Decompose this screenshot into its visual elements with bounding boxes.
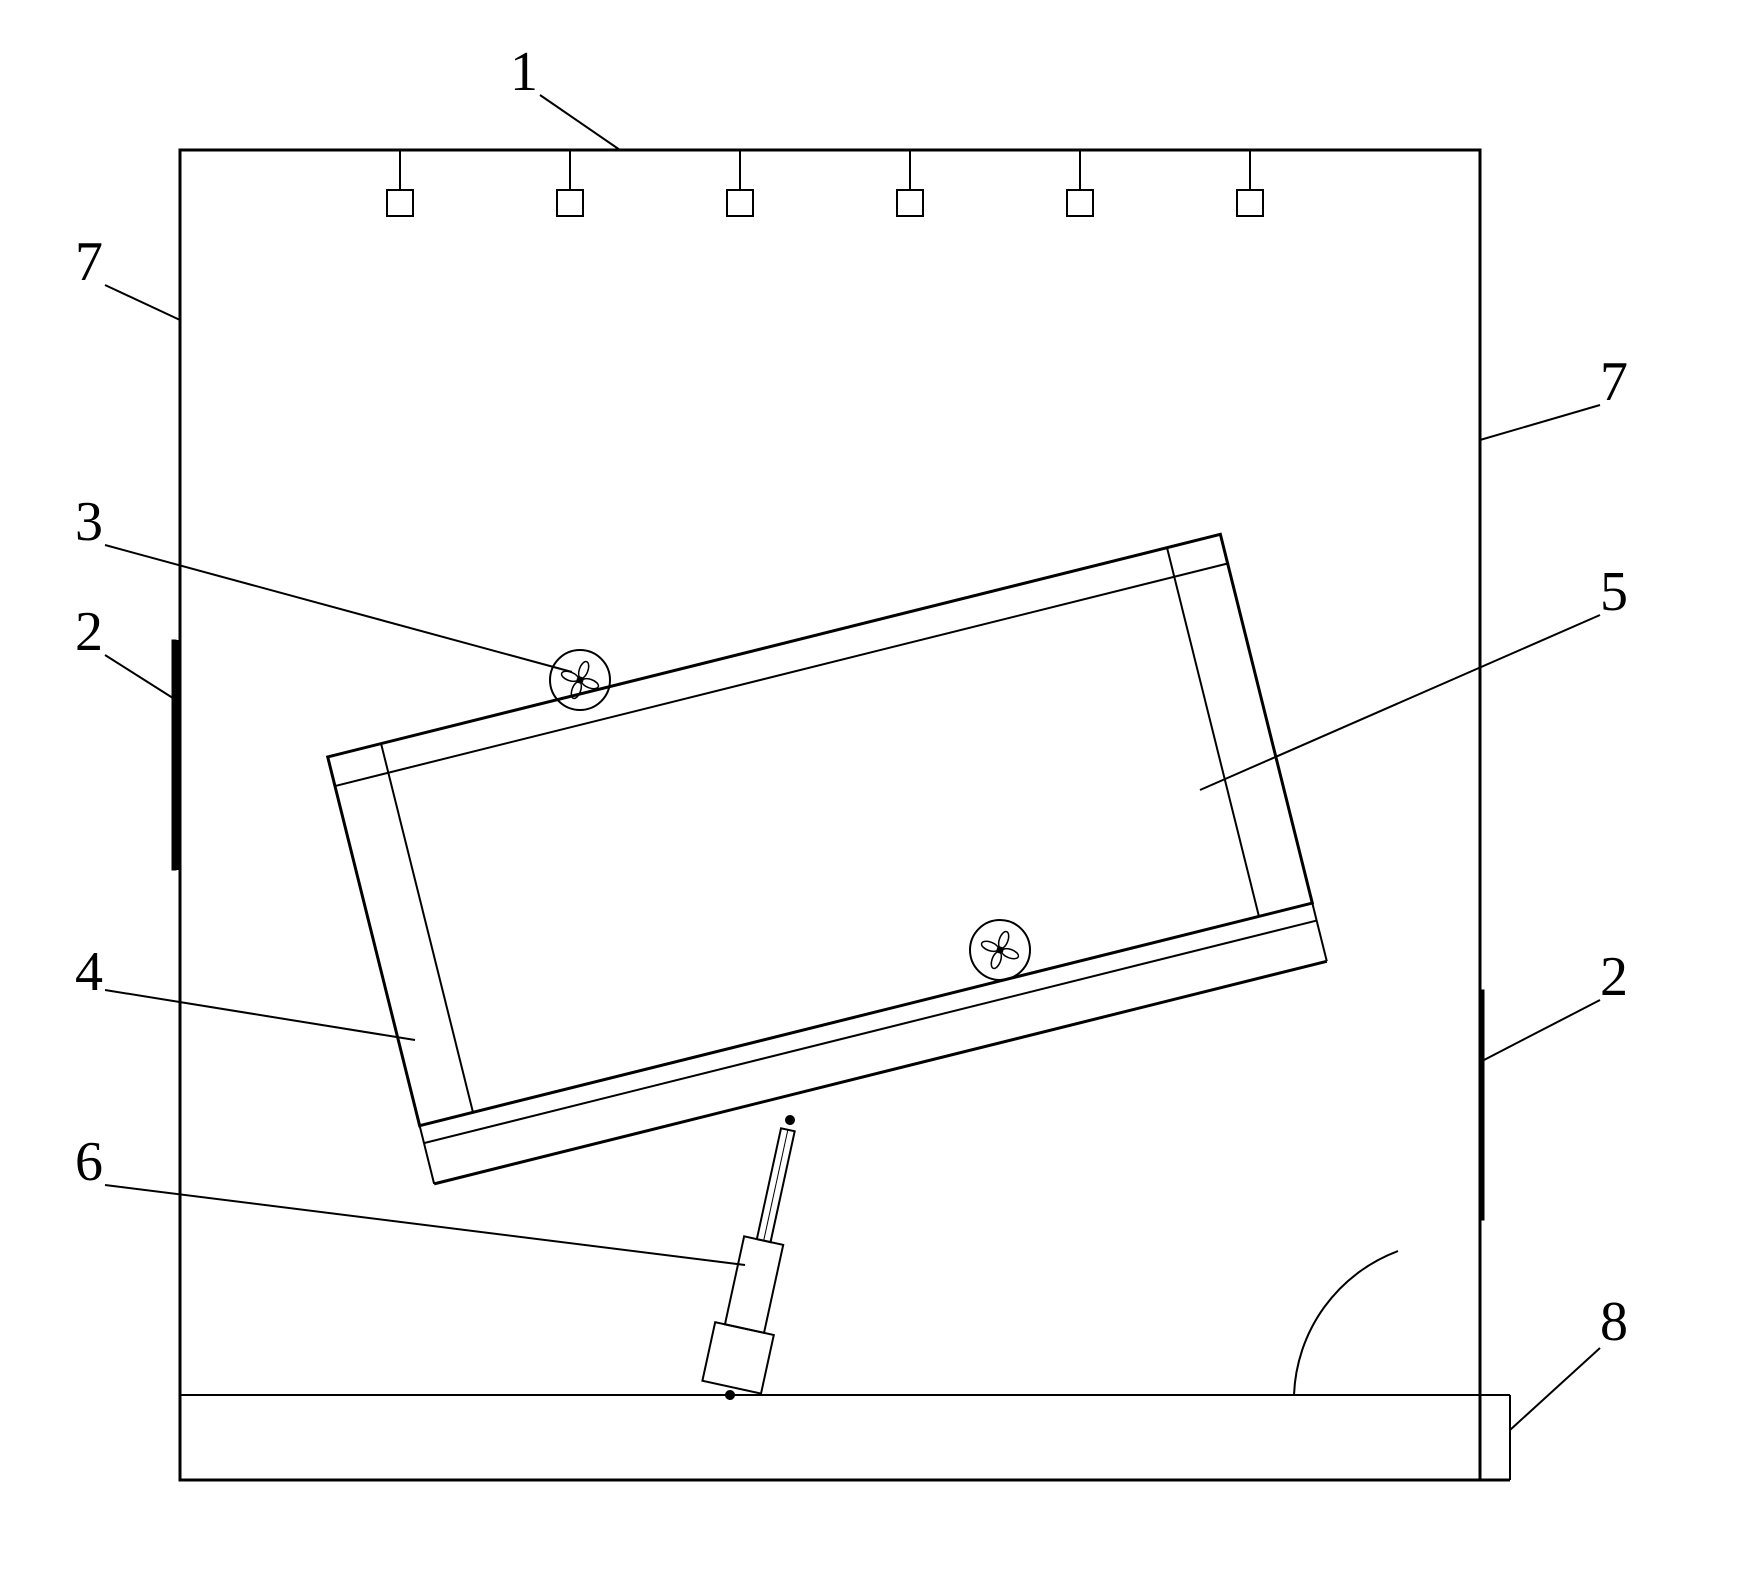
label-7L: 7 <box>75 230 103 294</box>
label-6: 6 <box>75 1130 103 1194</box>
label-4: 4 <box>75 940 103 1004</box>
label-1: 1 <box>510 40 538 104</box>
label-8: 8 <box>1600 1290 1628 1354</box>
label-7R: 7 <box>1600 350 1628 414</box>
label-2R: 2 <box>1600 945 1628 1009</box>
label-5: 5 <box>1600 560 1628 624</box>
engineering-drawing-svg <box>0 0 1744 1571</box>
diagram-container: 1 7 7 3 2 5 4 2 6 8 <box>0 0 1744 1571</box>
label-2L: 2 <box>75 600 103 664</box>
label-3: 3 <box>75 490 103 554</box>
